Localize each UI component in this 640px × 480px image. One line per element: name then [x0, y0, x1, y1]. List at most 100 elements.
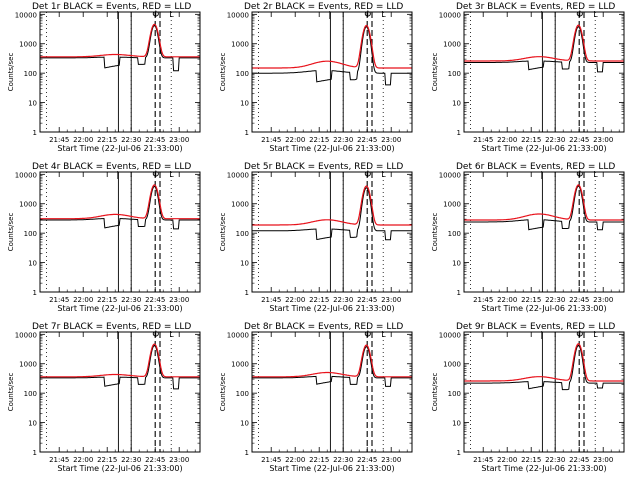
- events-series-line: [252, 346, 412, 387]
- marker-solid: |: [328, 170, 331, 179]
- x-tick-label: 22:00: [497, 136, 517, 144]
- y-tick-label: 10000: [227, 11, 249, 19]
- x-tick-label: 22:00: [73, 456, 93, 464]
- y-tick-label: 10000: [227, 331, 249, 339]
- y-axis-label: Counts/sec: [7, 373, 15, 412]
- marker-end: L: [593, 330, 598, 339]
- marker-solid: |: [540, 330, 543, 339]
- y-tick-label: 100: [24, 390, 37, 398]
- x-axis-label: Start Time (22-Jul-06 21:33:00): [269, 144, 394, 153]
- detector-plot-5: Det 5r BLACK = Events, RED = LLD|ΦLCount…: [219, 162, 413, 313]
- detector-plot-9: Det 9r BLACK = Events, RED = LLD|ΦLCount…: [431, 322, 625, 473]
- plot-title: Det 7r BLACK = Events, RED = LLD: [32, 322, 191, 332]
- events-series-line: [40, 344, 200, 390]
- plot-frame: [251, 331, 413, 453]
- x-axis-label: Start Time (22-Jul-06 21:33:00): [269, 304, 394, 313]
- plot-frame: [39, 171, 201, 293]
- y-tick-label: 10: [452, 260, 461, 268]
- detector-plot-2: Det 2r BLACK = Events, RED = LLD|ΦLCount…: [219, 2, 413, 153]
- y-tick-label: 10: [28, 260, 37, 268]
- y-tick-label: 1: [33, 289, 37, 297]
- y-tick-label: 10: [452, 100, 461, 108]
- y-tick-label: 1000: [19, 41, 37, 49]
- marker-solid: |: [116, 10, 119, 19]
- y-tick-label: 1: [245, 289, 249, 297]
- y-axis-label: Counts/sec: [431, 373, 439, 412]
- plot-title: Det 8r BLACK = Events, RED = LLD: [244, 322, 403, 332]
- events-series-line: [252, 187, 412, 241]
- x-tick-label: 22:45: [357, 456, 377, 464]
- marker-solid: |: [328, 330, 331, 339]
- marker-solid: |: [116, 170, 119, 179]
- events-series-line: [464, 185, 624, 231]
- x-tick-label: 22:15: [521, 296, 541, 304]
- lld-series-line: [40, 343, 200, 378]
- x-axis-label: Start Time (22-Jul-06 21:33:00): [481, 144, 606, 153]
- y-tick-label: 1: [33, 129, 37, 137]
- x-tick-label: 22:15: [309, 296, 329, 304]
- y-tick-label: 100: [236, 230, 249, 238]
- lld-series-line: [464, 184, 624, 221]
- plot-title: Det 3r BLACK = Events, RED = LLD: [456, 2, 615, 12]
- x-tick-label: 21:45: [473, 296, 493, 304]
- marker-solid: |: [540, 170, 543, 179]
- marker-solid: |: [540, 10, 543, 19]
- plot-frame: [463, 11, 625, 133]
- y-tick-label: 1000: [443, 361, 461, 369]
- x-tick-label: 22:00: [285, 456, 305, 464]
- y-tick-label: 10000: [439, 171, 461, 179]
- x-tick-label: 21:45: [49, 456, 69, 464]
- plot-frame: [463, 171, 625, 293]
- x-tick-label: 22:30: [121, 136, 141, 144]
- y-tick-label: 10: [240, 260, 249, 268]
- lld-series-line: [464, 24, 624, 62]
- x-axis-label: Start Time (22-Jul-06 21:33:00): [57, 304, 182, 313]
- x-tick-label: 23:00: [381, 456, 401, 464]
- y-tick-label: 10: [452, 420, 461, 428]
- detector-plot-3: Det 3r BLACK = Events, RED = LLD|ΦLCount…: [431, 2, 625, 153]
- x-tick-label: 22:00: [497, 296, 517, 304]
- x-tick-label: 22:15: [97, 456, 117, 464]
- x-tick-label: 22:45: [145, 456, 165, 464]
- lld-series-line: [40, 184, 200, 220]
- marker-end: L: [169, 170, 174, 179]
- y-tick-label: 1: [245, 449, 249, 457]
- events-series-line: [464, 344, 624, 391]
- y-tick-label: 10000: [439, 11, 461, 19]
- y-tick-label: 100: [448, 390, 461, 398]
- x-tick-label: 21:45: [261, 296, 281, 304]
- x-axis-label: Start Time (22-Jul-06 21:33:00): [481, 304, 606, 313]
- x-tick-label: 23:00: [593, 296, 613, 304]
- y-tick-label: 1000: [231, 201, 249, 209]
- x-tick-label: 22:45: [569, 136, 589, 144]
- y-tick-label: 10000: [15, 331, 37, 339]
- y-tick-label: 10: [28, 420, 37, 428]
- x-tick-label: 23:00: [381, 296, 401, 304]
- y-axis-label: Counts/sec: [219, 213, 227, 252]
- x-axis-label: Start Time (22-Jul-06 21:33:00): [269, 464, 394, 473]
- x-axis-label: Start Time (22-Jul-06 21:33:00): [57, 144, 182, 153]
- x-tick-label: 22:00: [285, 136, 305, 144]
- y-tick-label: 100: [236, 70, 249, 78]
- x-tick-label: 22:15: [97, 136, 117, 144]
- x-tick-label: 22:45: [357, 296, 377, 304]
- y-tick-label: 100: [24, 70, 37, 78]
- y-tick-label: 1: [33, 449, 37, 457]
- y-tick-label: 1: [457, 289, 461, 297]
- x-tick-label: 22:00: [497, 456, 517, 464]
- marker-end: L: [169, 10, 174, 19]
- y-tick-label: 1000: [443, 201, 461, 209]
- plot-frame: [39, 11, 201, 133]
- y-tick-label: 10000: [15, 11, 37, 19]
- lld-series-line: [252, 344, 412, 378]
- y-tick-label: 10000: [439, 331, 461, 339]
- y-tick-label: 10: [240, 100, 249, 108]
- x-tick-label: 22:15: [97, 296, 117, 304]
- x-tick-label: 22:30: [545, 456, 565, 464]
- y-tick-label: 10000: [15, 171, 37, 179]
- x-tick-label: 22:45: [145, 296, 165, 304]
- y-axis-label: Counts/sec: [219, 53, 227, 92]
- y-tick-label: 100: [236, 390, 249, 398]
- y-axis-label: Counts/sec: [7, 213, 15, 252]
- y-axis-label: Counts/sec: [431, 53, 439, 92]
